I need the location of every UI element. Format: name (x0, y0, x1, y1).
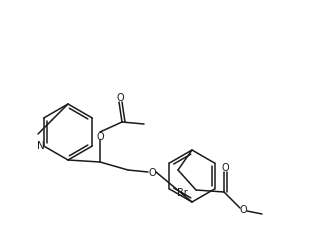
Text: O: O (117, 93, 124, 103)
Text: Br: Br (177, 187, 187, 197)
Text: O: O (222, 162, 229, 172)
Text: O: O (239, 204, 247, 214)
Text: N: N (37, 140, 45, 150)
Text: O: O (96, 131, 104, 141)
Text: O: O (148, 167, 156, 177)
